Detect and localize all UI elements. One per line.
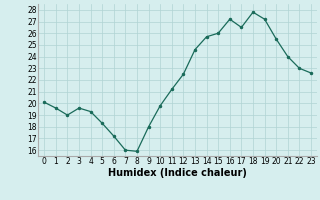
X-axis label: Humidex (Indice chaleur): Humidex (Indice chaleur) (108, 168, 247, 178)
